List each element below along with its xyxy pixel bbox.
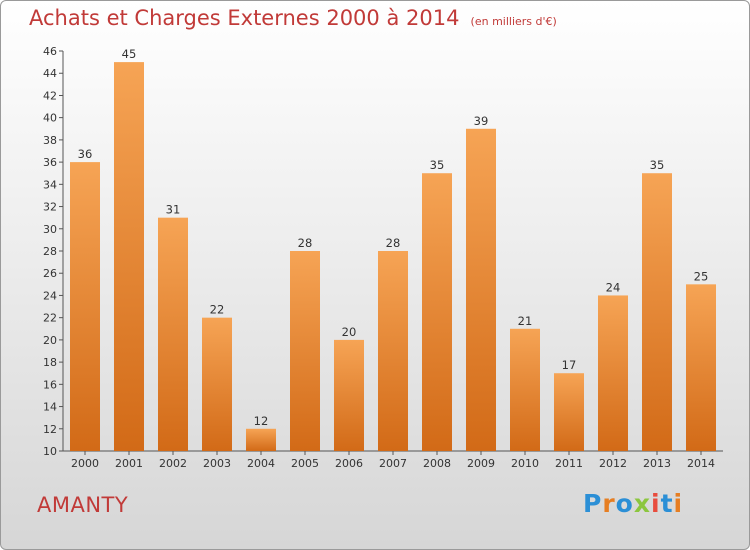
bar-2005 — [290, 251, 320, 451]
x-tick-label: 2005 — [291, 457, 319, 470]
y-tick-label: 30 — [43, 223, 57, 236]
y-tick-label: 12 — [43, 423, 57, 436]
chart-unit: (en milliers d'€) — [470, 15, 557, 28]
data-label-2014: 25 — [694, 269, 709, 283]
data-label-2008: 35 — [430, 158, 445, 172]
y-tick-label: 38 — [43, 134, 57, 147]
y-tick-label: 24 — [43, 289, 57, 302]
data-label-2000: 36 — [78, 147, 93, 161]
logo-letter: i — [651, 489, 661, 518]
y-tick-label: 26 — [43, 267, 57, 280]
y-tick-label: 28 — [43, 245, 57, 258]
bar-2003 — [202, 317, 232, 451]
bar-2002 — [158, 217, 188, 451]
logo-letter: r — [602, 489, 616, 518]
data-label-2013: 35 — [650, 158, 665, 172]
x-tick-label: 2003 — [203, 457, 231, 470]
logo-letter: i — [673, 489, 684, 518]
proxiti-logo[interactable]: Proxiti — [583, 489, 683, 518]
y-tick-label: 42 — [43, 89, 57, 102]
y-tick-label: 20 — [43, 334, 57, 347]
y-tick-label: 18 — [43, 356, 57, 369]
x-tick-label: 2009 — [467, 457, 495, 470]
data-label-2012: 24 — [606, 280, 621, 294]
x-tick-label: 2010 — [511, 457, 539, 470]
y-tick-label: 14 — [43, 401, 57, 414]
data-label-2011: 17 — [562, 358, 577, 372]
chart-title: Achats et Charges Externes 2000 à 2014 — [29, 6, 460, 30]
x-tick-label: 2008 — [423, 457, 451, 470]
y-tick-label: 46 — [43, 45, 57, 58]
bar-2009 — [466, 128, 496, 451]
data-label-2005: 28 — [298, 236, 313, 250]
data-label-2002: 31 — [166, 203, 181, 217]
logo-letter: P — [583, 489, 603, 518]
x-tick-label: 2011 — [555, 457, 583, 470]
data-label-2010: 21 — [518, 314, 533, 328]
commune-name: AMANTY — [37, 493, 129, 517]
data-label-2006: 20 — [342, 325, 357, 339]
chart-title-block: Achats et Charges Externes 2000 à 2014 (… — [29, 6, 557, 30]
bar-2012 — [598, 295, 628, 451]
bar-2014 — [686, 284, 716, 451]
data-label-2001: 45 — [122, 47, 137, 61]
data-label-2007: 28 — [386, 236, 401, 250]
logo-letter: t — [660, 489, 674, 518]
bar-2013 — [642, 173, 672, 451]
y-tick-label: 16 — [43, 378, 57, 391]
x-tick-label: 2006 — [335, 457, 363, 470]
bar-2006 — [334, 339, 364, 451]
y-tick-label: 36 — [43, 156, 57, 169]
x-tick-label: 2012 — [599, 457, 627, 470]
bar-2007 — [378, 251, 408, 451]
data-label-2004: 12 — [254, 414, 269, 428]
x-tick-label: 2001 — [115, 457, 143, 470]
bar-2000 — [70, 162, 100, 451]
logo-letter: x — [633, 489, 651, 518]
y-axis: 10 12 14 16 18 20 22 24 26 28 30 32 34 36 38 40 42 44 46 — [43, 45, 64, 458]
x-tick-label: 2007 — [379, 457, 407, 470]
y-tick-label: 32 — [43, 201, 57, 214]
data-label-2003: 22 — [210, 303, 225, 317]
bar-2001 — [114, 62, 144, 451]
logo-letter: o — [615, 489, 634, 518]
data-label-2009: 39 — [474, 114, 489, 128]
x-tick-label: 2004 — [247, 457, 275, 470]
y-tick-label: 10 — [43, 445, 57, 458]
y-tick-label: 44 — [43, 67, 57, 80]
y-tick-label: 40 — [43, 112, 57, 125]
bar-2004 — [246, 428, 276, 451]
x-tick-label: 2013 — [643, 457, 671, 470]
bar-2010 — [510, 328, 540, 451]
bar-2008 — [422, 173, 452, 451]
y-tick-label: 34 — [43, 178, 57, 191]
y-tick-label: 22 — [43, 312, 57, 325]
x-axis: 2000 2001 2002 2003 2004 2005 2006 2007 2008 2009… — [63, 450, 723, 470]
x-tick-label: 2002 — [159, 457, 187, 470]
bar-2011 — [554, 373, 584, 451]
x-tick-label: 2014 — [687, 457, 715, 470]
bars: 36 45 31 22 12 28 20 28 35 39 21 17 24 35 25 — [70, 47, 716, 451]
x-tick-label: 2000 — [71, 457, 99, 470]
